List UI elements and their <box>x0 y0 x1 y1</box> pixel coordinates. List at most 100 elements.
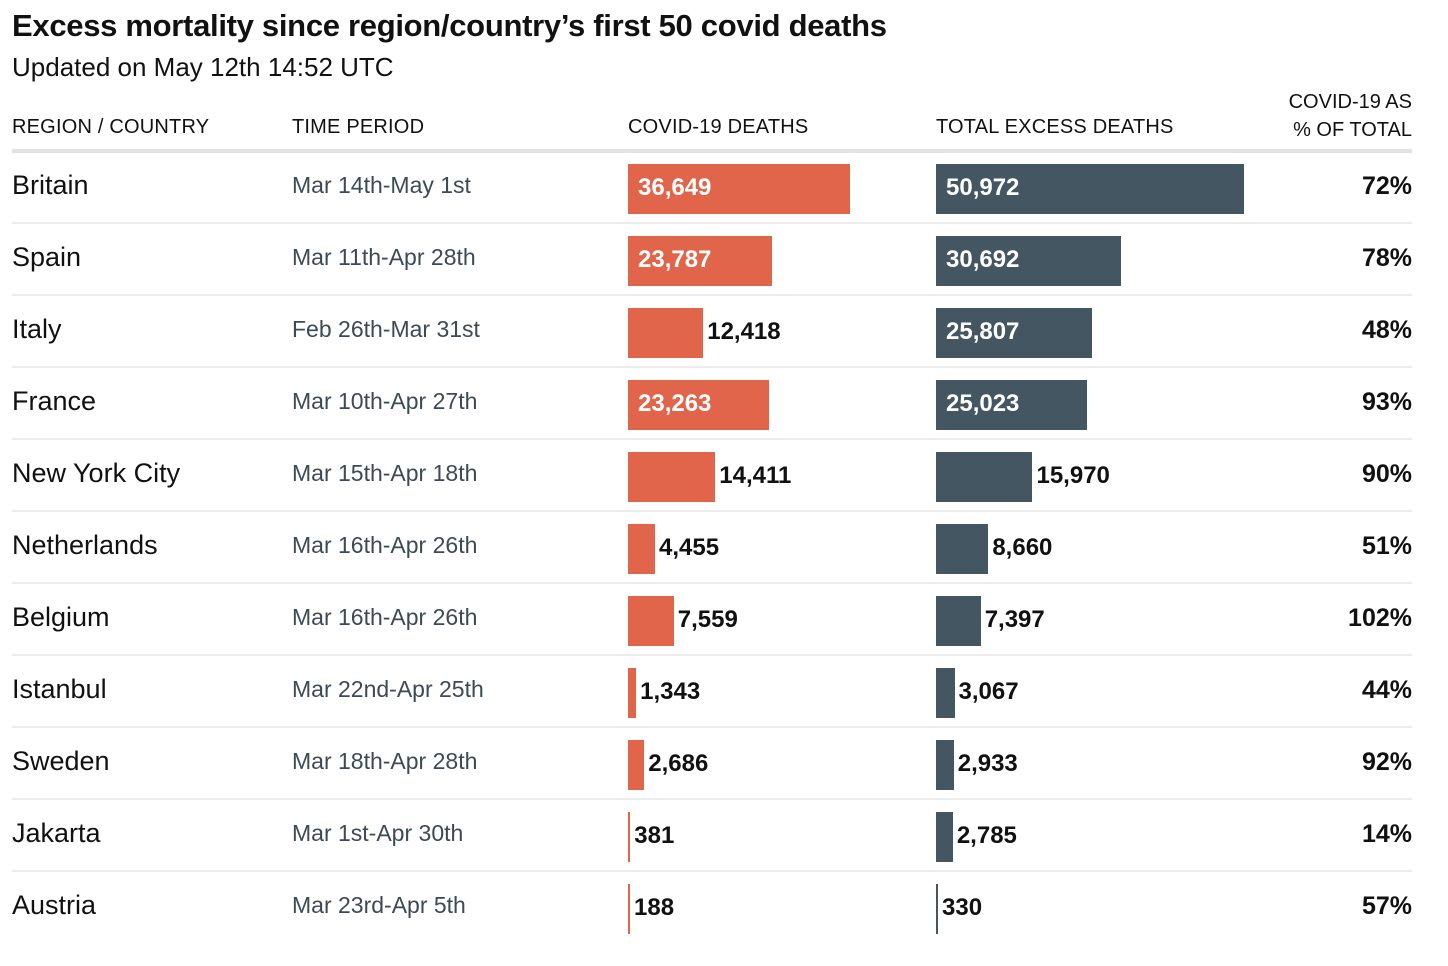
header-excess-deaths: TOTAL EXCESS DEATHS <box>936 116 1174 138</box>
covid-share-value: 93% <box>1361 388 1412 416</box>
header-rule <box>12 149 1412 153</box>
excess-deaths-value: 3,067 <box>958 678 1019 705</box>
time-period-label: Mar 22nd-Apr 25th <box>292 676 484 702</box>
excess-deaths-value: 2,785 <box>956 822 1017 849</box>
excess-deaths-bar <box>936 668 955 718</box>
time-period-label: Mar 11th-Apr 28th <box>292 244 476 270</box>
covid-deaths-value: 1,343 <box>640 678 701 705</box>
covid-deaths-value: 12,418 <box>707 318 781 345</box>
covid-deaths-value: 381 <box>634 822 675 849</box>
covid-deaths-bar <box>628 884 630 934</box>
covid-deaths-bar <box>628 452 716 502</box>
country-label: Belgium <box>12 602 110 632</box>
row-divider <box>12 582 1412 584</box>
time-period-label: Mar 16th-Apr 26th <box>292 604 478 630</box>
row-divider <box>12 294 1412 296</box>
excess-deaths-bar <box>936 164 1244 214</box>
row-divider <box>12 798 1412 800</box>
excess-deaths-value: 25,807 <box>946 318 1020 345</box>
excess-deaths-bar <box>936 524 989 574</box>
covid-share-value: 90% <box>1361 460 1412 488</box>
table-row: Belgium Mar 16th-Apr 26th 7,559 7,397 102% <box>12 584 1412 656</box>
time-period-label: Mar 1st-Apr 30th <box>292 820 464 846</box>
covid-deaths-value: 2,686 <box>648 750 709 777</box>
table-row: Britain Mar 14th-May 1st 36,649 50,972 72% <box>12 152 1412 224</box>
covid-deaths-value: 36,649 <box>638 174 712 201</box>
row-divider <box>12 654 1412 656</box>
covid-share-value: 72% <box>1361 172 1412 200</box>
chart-title: Excess mortality since region/country’s … <box>12 8 887 43</box>
header-pct-line2: % OF TOTAL <box>1293 119 1412 141</box>
excess-deaths-value: 2,933 <box>957 750 1018 777</box>
country-label: Jakarta <box>12 818 101 848</box>
covid-deaths-bar <box>628 236 773 286</box>
covid-deaths-bar <box>628 596 674 646</box>
covid-share-value: 14% <box>1361 820 1412 848</box>
header-period: TIME PERIOD <box>292 116 425 138</box>
covid-deaths-value: 4,455 <box>658 534 720 561</box>
excess-deaths-value: 25,023 <box>946 390 1020 417</box>
covid-deaths-value: 14,411 <box>719 462 792 489</box>
covid-share-value: 48% <box>1361 316 1412 344</box>
time-period-label: Mar 15th-Apr 18th <box>292 460 478 486</box>
table-row: France Mar 10th-Apr 27th 23,263 25,023 93% <box>12 368 1412 440</box>
table-row: Austria Mar 23rd-Apr 5th 188 330 57% <box>12 872 1412 944</box>
excess-deaths-bar <box>936 812 953 862</box>
excess-deaths-value: 50,972 <box>946 174 1020 201</box>
time-period-label: Mar 10th-Apr 27th <box>292 388 478 414</box>
country-label: New York City <box>12 458 181 488</box>
covid-deaths-value: 23,787 <box>638 246 712 273</box>
covid-deaths-value: 188 <box>634 894 675 921</box>
table-row: Jakarta Mar 1st-Apr 30th 381 2,785 14% <box>12 800 1412 872</box>
header-covid-deaths: COVID-19 DEATHS <box>628 116 809 138</box>
covid-deaths-value: 23,263 <box>638 390 712 417</box>
time-period-label: Feb 26th-Mar 31st <box>292 316 480 342</box>
country-label: Spain <box>12 242 82 272</box>
covid-deaths-bar <box>628 668 637 718</box>
header-pct: COVID-19 AS % OF TOTAL <box>1192 88 1412 144</box>
time-period-label: Mar 23rd-Apr 5th <box>292 892 466 918</box>
country-label: Britain <box>12 170 89 200</box>
header-region: REGION / COUNTRY <box>12 116 210 138</box>
country-label: Istanbul <box>12 674 107 704</box>
covid-deaths-bar <box>628 380 769 430</box>
excess-deaths-value: 15,970 <box>1036 462 1110 489</box>
row-divider <box>12 726 1412 728</box>
header-pct-line1: COVID-19 AS <box>1288 91 1412 113</box>
time-period-label: Mar 16th-Apr 26th <box>292 532 478 558</box>
table-row: Istanbul Mar 22nd-Apr 25th 1,343 3,067 44% <box>12 656 1412 728</box>
covid-deaths-bar <box>628 740 645 790</box>
time-period-label: Mar 18th-Apr 28th <box>292 748 478 774</box>
row-divider <box>12 222 1412 224</box>
row-divider <box>12 438 1412 440</box>
covid-deaths-value: 7,559 <box>677 606 738 633</box>
country-label: Italy <box>12 314 62 344</box>
row-divider <box>12 510 1412 512</box>
excess-deaths-bar <box>936 308 1092 358</box>
excess-deaths-value: 7,397 <box>984 606 1045 633</box>
table-row: Netherlands Mar 16th-Apr 26th 4,455 8,660 51… <box>12 512 1412 584</box>
covid-deaths-bar <box>628 164 850 214</box>
excess-deaths-bar <box>936 452 1033 502</box>
country-label: Austria <box>12 890 97 920</box>
covid-deaths-bar <box>628 308 704 358</box>
excess-deaths-value: 8,660 <box>992 534 1053 561</box>
excess-deaths-bar <box>936 236 1122 286</box>
table-row: New York City Mar 15th-Apr 18th 14,411 15,9… <box>12 440 1412 512</box>
excess-deaths-value: 30,692 <box>946 246 1020 273</box>
covid-share-value: 44% <box>1361 676 1412 704</box>
covid-share-value: 51% <box>1361 532 1412 560</box>
country-label: Sweden <box>12 746 110 776</box>
excess-deaths-bar <box>936 380 1088 430</box>
covid-deaths-bar <box>628 812 631 862</box>
row-divider <box>12 366 1412 368</box>
country-label: Netherlands <box>12 530 158 560</box>
excess-deaths-value: 330 <box>942 894 983 921</box>
excess-deaths-bar <box>936 596 981 646</box>
covid-share-value: 92% <box>1361 748 1412 776</box>
covid-share-value: 78% <box>1361 244 1412 272</box>
excess-deaths-bar <box>936 740 954 790</box>
table-row: Sweden Mar 18th-Apr 28th 2,686 2,933 92% <box>12 728 1412 800</box>
time-period-label: Mar 14th-May 1st <box>292 172 471 198</box>
covid-share-value: 102% <box>1348 604 1412 632</box>
